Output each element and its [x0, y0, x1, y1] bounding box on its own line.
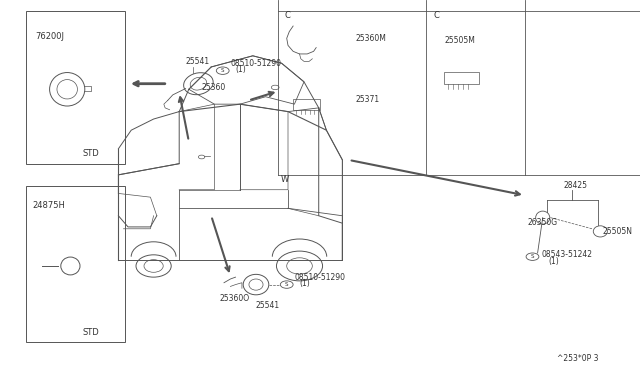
Text: 25505N: 25505N [603, 227, 633, 236]
Circle shape [216, 67, 229, 74]
Text: 25360M: 25360M [355, 34, 386, 43]
Circle shape [526, 253, 539, 260]
Text: W: W [280, 175, 289, 184]
Text: 25541: 25541 [186, 57, 210, 66]
Text: 25505M: 25505M [445, 36, 476, 45]
Text: 26350G: 26350G [528, 218, 558, 227]
Ellipse shape [276, 251, 323, 281]
Text: 08543-51242: 08543-51242 [541, 250, 593, 259]
Bar [26, 11, 125, 164]
Text: S: S [531, 254, 534, 259]
Text: 25360O: 25360O [220, 294, 250, 303]
Text: 08510-51290: 08510-51290 [294, 273, 346, 282]
Bar [444, 72, 479, 84]
Text: 28425: 28425 [563, 181, 588, 190]
Text: 25360: 25360 [202, 83, 226, 92]
Text: 25541: 25541 [256, 301, 280, 310]
Text: 08510-51290: 08510-51290 [230, 59, 282, 68]
Text: 76200J: 76200J [35, 32, 64, 41]
Text: C: C [285, 12, 291, 20]
Bar [26, 186, 125, 342]
Text: ^253*0P 3: ^253*0P 3 [557, 354, 598, 363]
Circle shape [280, 281, 293, 288]
Text: S: S [285, 282, 289, 287]
Text: 25371: 25371 [355, 95, 380, 104]
Text: C: C [434, 12, 440, 20]
Text: STD: STD [83, 328, 99, 337]
Text: (1): (1) [548, 257, 559, 266]
Text: (1): (1) [235, 65, 246, 74]
Text: 24875H: 24875H [32, 201, 65, 210]
Ellipse shape [136, 255, 172, 277]
Bar [293, 99, 320, 110]
Text: STD: STD [83, 149, 99, 158]
Text: S: S [221, 68, 225, 73]
Text: (1): (1) [299, 279, 310, 288]
